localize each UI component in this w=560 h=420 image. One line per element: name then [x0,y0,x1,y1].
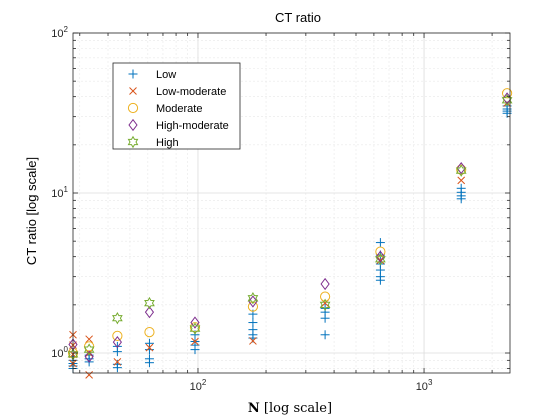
data-point [319,298,331,312]
data-point [501,94,513,107]
legend-marker [128,69,138,79]
data-point [501,88,513,99]
legend-label: High [156,137,179,149]
legend-marker [127,102,139,114]
data-point [85,335,93,344]
axes-box [72,32,511,374]
data-point [113,358,122,366]
data-point [249,337,257,345]
axis-ticks [73,32,510,373]
legend-label: High-moderate [156,120,229,132]
tick-labels: 102 103 100 101 102 [51,25,433,393]
data-point [375,246,386,257]
data-point [320,330,330,340]
data-point [112,347,122,357]
data-point [84,350,94,363]
y-axis-label: CT ratio [log scale] [24,157,39,265]
legend-label: Moderate [156,103,202,115]
data-point [456,162,466,175]
data-point [85,371,93,379]
data-point [457,176,466,185]
data-point [191,337,199,346]
x-tick-label: 103 [416,378,433,393]
data-point [83,343,95,356]
y-tick-label: 100 [51,345,68,360]
data-point [112,335,122,349]
data-point [376,256,385,265]
legend-label: Low [156,69,176,81]
chart-title: CT ratio [275,10,321,25]
y-tick-label: 101 [51,185,68,200]
legend-box [112,62,241,150]
data-point [375,275,385,285]
series-high [67,94,513,361]
data-point [112,312,123,325]
data-point [190,316,200,329]
data-point [144,327,155,338]
data-point [144,358,154,368]
data-point [456,194,466,204]
data-point [375,238,385,248]
legend-marker [127,135,139,149]
data-point [248,295,258,308]
data-point [320,277,330,291]
data-point [455,164,467,177]
legend: Low Low-moderate Moderate High-moderate High [112,62,241,150]
data-point [112,330,123,341]
data-point [247,301,259,312]
data-point [112,363,122,373]
data-point [375,253,386,266]
legend-marker [128,118,138,132]
legend-marker [129,87,137,95]
x-axis-label-symbol: N [248,401,260,416]
data-point [190,345,200,355]
legend-label: Low-moderate [156,86,226,98]
data-point [144,306,155,319]
y-tick-label: 102 [51,25,68,40]
data-point [144,345,154,355]
data-point [375,250,385,263]
data-point [145,343,154,352]
data-point [320,313,330,323]
data-point [144,296,155,310]
x-axis-label: N [log scale] [248,401,332,416]
data-point [247,292,259,305]
series-high-moderate [68,92,512,363]
data-point [319,291,331,302]
x-tick-label: 102 [190,378,207,393]
data-point [189,322,201,335]
x-axis-label-unit: [log scale] [260,401,332,416]
